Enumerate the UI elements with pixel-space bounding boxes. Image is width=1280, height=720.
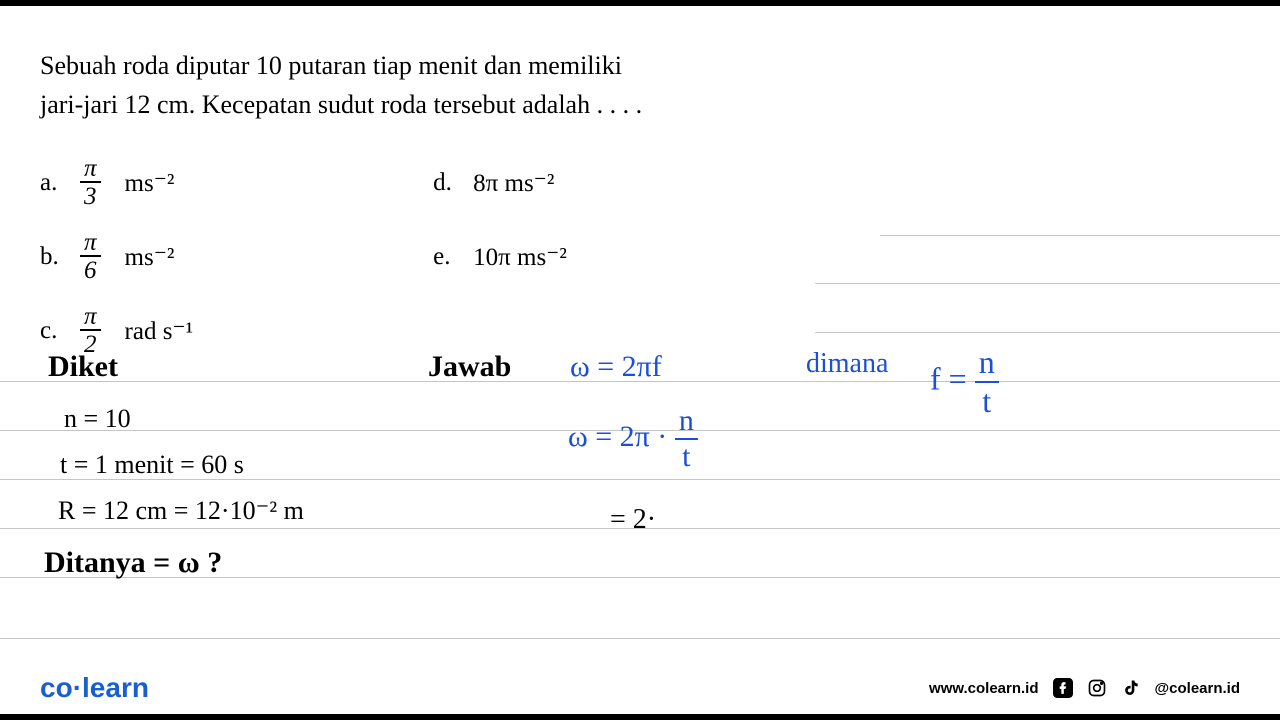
hw-n: n = 10	[64, 404, 131, 434]
option-b-unit: ms⁻²	[125, 242, 175, 272]
hw-w1: ω = 2πf	[570, 350, 662, 384]
footer-url: www.colearn.id	[929, 680, 1038, 697]
option-e-value: 10π ms⁻²	[473, 242, 567, 272]
option-b-den: 6	[80, 257, 101, 285]
hw-f-num: n	[975, 344, 999, 383]
option-b: b. π 6 ms⁻²	[40, 226, 193, 288]
option-a-unit: ms⁻²	[125, 168, 175, 198]
footer-handle: @colearn.id	[1155, 680, 1240, 697]
option-a-den: 3	[80, 183, 101, 211]
question-text: Sebuah roda diputar 10 putaran tiap meni…	[40, 46, 1240, 124]
hw-w2-lhs: ω = 2π ·	[568, 420, 667, 453]
logo-learn: learn	[82, 672, 149, 703]
option-e: e. 10π ms⁻²	[433, 226, 567, 288]
option-b-label: b.	[40, 243, 64, 271]
option-d-label: d.	[433, 169, 457, 197]
question-line1: Sebuah roda diputar 10 putaran tiap meni…	[40, 51, 622, 80]
instagram-icon	[1087, 678, 1107, 698]
facebook-icon	[1053, 678, 1073, 698]
option-a-label: a.	[40, 169, 64, 197]
footer: co·learn www.colearn.id @colearn.id	[0, 672, 1280, 704]
option-b-num: π	[80, 230, 101, 257]
hw-w2-den: t	[678, 440, 694, 474]
hw-dimana: dimana	[806, 348, 888, 380]
hw-diket: Diket	[48, 350, 118, 384]
option-a: a. π 3 ms⁻²	[40, 152, 193, 214]
logo-co: co	[40, 672, 73, 703]
option-d-value: 8π ms⁻²	[473, 168, 554, 198]
hw-w2-num: n	[675, 404, 698, 440]
option-a-num: π	[80, 156, 101, 183]
hw-ditanya: Ditanya = ω ?	[44, 546, 222, 580]
hw-jawab: Jawab	[428, 350, 511, 384]
option-d: d. 8π ms⁻²	[433, 152, 567, 214]
hw-w3: = 2·	[610, 504, 656, 536]
tiktok-icon	[1121, 678, 1141, 698]
brand-logo: co·learn	[40, 672, 149, 704]
hw-f-lhs: f =	[930, 360, 967, 396]
hw-f: f = n t	[930, 344, 999, 420]
hw-r: R = 12 cm = 12·10⁻² m	[58, 496, 304, 526]
option-e-label: e.	[433, 243, 457, 271]
question-line2: jari-jari 12 cm. Kecepatan sudut roda te…	[40, 90, 642, 119]
hw-f-den: t	[978, 383, 995, 420]
hw-t: t = 1 menit = 60 s	[60, 450, 244, 480]
hw-w2: ω = 2π · n t	[568, 404, 698, 474]
